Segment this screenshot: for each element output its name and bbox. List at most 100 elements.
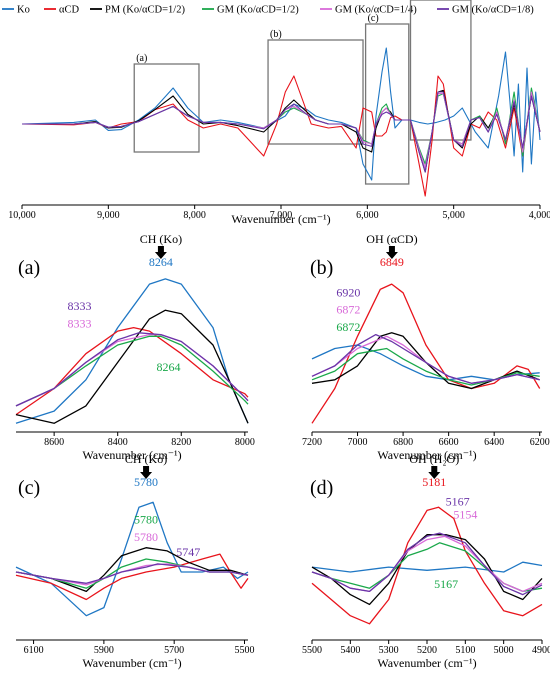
peak-label-c-0: 5780 [134, 475, 158, 489]
series-a-GM8 [15, 332, 249, 407]
x-tick-label-c: 5700 [164, 645, 184, 656]
x-tick-label-main: 5,000 [442, 210, 465, 221]
panel-label-b: (b) [310, 257, 333, 279]
x-tick-label-d: 5200 [417, 645, 437, 656]
x-tick-label-b: 6200 [530, 437, 550, 448]
series-b-GM2 [311, 347, 540, 386]
peak-label-d-1: 5167 [446, 495, 470, 509]
band-label-c: CH (Ko) [125, 452, 167, 466]
series-c-GM8 [15, 563, 249, 584]
x-tick-label-main: 10,000 [8, 210, 36, 221]
peak-label-b-1: 6920 [336, 285, 360, 299]
peak-label-a-1: 8333 [68, 299, 92, 313]
x-tick-label-a: 8000 [235, 437, 255, 448]
zoom-box-2 [364, 23, 410, 185]
series-d-PM [311, 534, 543, 606]
peak-label-d-0: 5181 [422, 475, 446, 489]
band-label-d: OH (H₂O) [409, 452, 459, 466]
zoom-box-1 [267, 39, 364, 145]
peak-label-a-3: 8264 [157, 360, 181, 374]
legend-label-GM8: GM (Ko/αCD=1/8) [452, 5, 534, 16]
peak-label-c-3: 5747 [176, 545, 200, 559]
peak-label-c-2: 5780 [134, 530, 158, 544]
zoom-box-label-2: (c) [368, 13, 379, 24]
series-c-Ko [15, 501, 249, 617]
legend-label-aCD: αCD [59, 5, 80, 16]
band-label-a: CH (Ko) [140, 232, 182, 246]
series-c-aCD [15, 553, 249, 601]
x-axis-label-d: Wavenumber (cm⁻¹) [377, 656, 476, 670]
series-main-PM [22, 89, 541, 173]
peak-label-a-2: 8333 [68, 317, 92, 331]
x-tick-label-d: 5300 [379, 645, 399, 656]
x-tick-label-c: 6100 [24, 645, 44, 656]
zoom-box-0 [133, 63, 200, 153]
band-arrow-d [428, 466, 441, 479]
peak-label-b-0: 6849 [380, 255, 404, 269]
x-tick-label-main: 9,000 [97, 210, 120, 221]
panel-label-d: (d) [310, 477, 333, 499]
panel-label-c: (c) [18, 477, 40, 499]
x-tick-label-c: 5500 [234, 645, 254, 656]
x-axis-label-main: Wavenumber (cm⁻¹) [231, 212, 330, 226]
x-tick-label-b: 7000 [348, 437, 368, 448]
x-tick-label-d: 4900 [532, 645, 550, 656]
legend-label-GM2: GM (Ko/αCD=1/2) [217, 5, 299, 16]
series-d-GM8 [311, 532, 543, 596]
x-tick-label-main: 7,000 [270, 210, 293, 221]
peak-label-c-1: 5780 [134, 512, 158, 526]
x-axis-label-a: Wavenumber (cm⁻¹) [82, 448, 181, 462]
peak-label-b-2: 6872 [336, 303, 360, 317]
peak-label-d-3: 5167 [434, 577, 458, 591]
x-tick-label-main: 6,000 [356, 210, 379, 221]
x-axis-label-b: Wavenumber (cm⁻¹) [377, 448, 476, 462]
series-b-PM [311, 332, 540, 390]
band-label-b: OH (αCD) [366, 232, 417, 246]
x-tick-label-main: 8,000 [183, 210, 206, 221]
panel-label-a: (a) [18, 257, 40, 279]
x-tick-label-a: 8200 [171, 437, 191, 448]
series-b-aCD [311, 283, 541, 424]
band-arrow-a [154, 246, 167, 259]
legend-label-Ko: Ko [17, 5, 30, 16]
x-tick-label-a: 8600 [44, 437, 64, 448]
series-d-GM2 [311, 542, 543, 593]
series-d-GM4 [311, 535, 543, 593]
series-c-PM [15, 547, 249, 593]
x-tick-label-d: 5400 [340, 645, 360, 656]
band-arrow-b [385, 246, 398, 259]
series-a-Ko [15, 278, 249, 424]
x-tick-label-a: 8400 [108, 437, 128, 448]
legend-label-GM4: GM (Ko/αCD=1/4) [335, 5, 417, 16]
series-b-GM8 [311, 333, 540, 384]
series-main-GM4 [22, 91, 541, 169]
x-tick-label-d: 5100 [455, 645, 475, 656]
x-axis-label-c: Wavenumber (cm⁻¹) [82, 656, 181, 670]
x-tick-label-b: 6600 [439, 437, 459, 448]
x-tick-label-d: 5500 [302, 645, 322, 656]
peak-label-d-2: 5154 [453, 508, 477, 522]
x-tick-label-main: 4,000 [529, 210, 550, 221]
zoom-box-label-0: (a) [136, 53, 147, 64]
series-d-aCD [311, 506, 543, 625]
series-d-Ko [311, 561, 543, 573]
x-tick-label-b: 6400 [484, 437, 504, 448]
series-a-GM2 [15, 335, 249, 407]
peak-label-a-0: 8264 [149, 255, 173, 269]
peak-label-b-3: 6872 [336, 320, 360, 334]
series-main-GM2 [22, 87, 541, 165]
series-c-GM4 [15, 563, 249, 586]
zoom-box-label-1: (b) [270, 29, 282, 40]
series-main-aCD [21, 75, 541, 197]
zoom-box-3 [409, 0, 472, 141]
x-tick-label-d: 5000 [494, 645, 514, 656]
x-tick-label-b: 6800 [393, 437, 413, 448]
band-arrow-c [140, 466, 153, 479]
x-tick-label-b: 7200 [302, 437, 322, 448]
series-main-Ko [21, 47, 541, 181]
series-a-PM [15, 309, 249, 424]
series-main-GM8 [22, 91, 541, 173]
legend-label-PM: PM (Ko/αCD=1/2) [105, 5, 185, 16]
x-tick-label-c: 5900 [94, 645, 114, 656]
